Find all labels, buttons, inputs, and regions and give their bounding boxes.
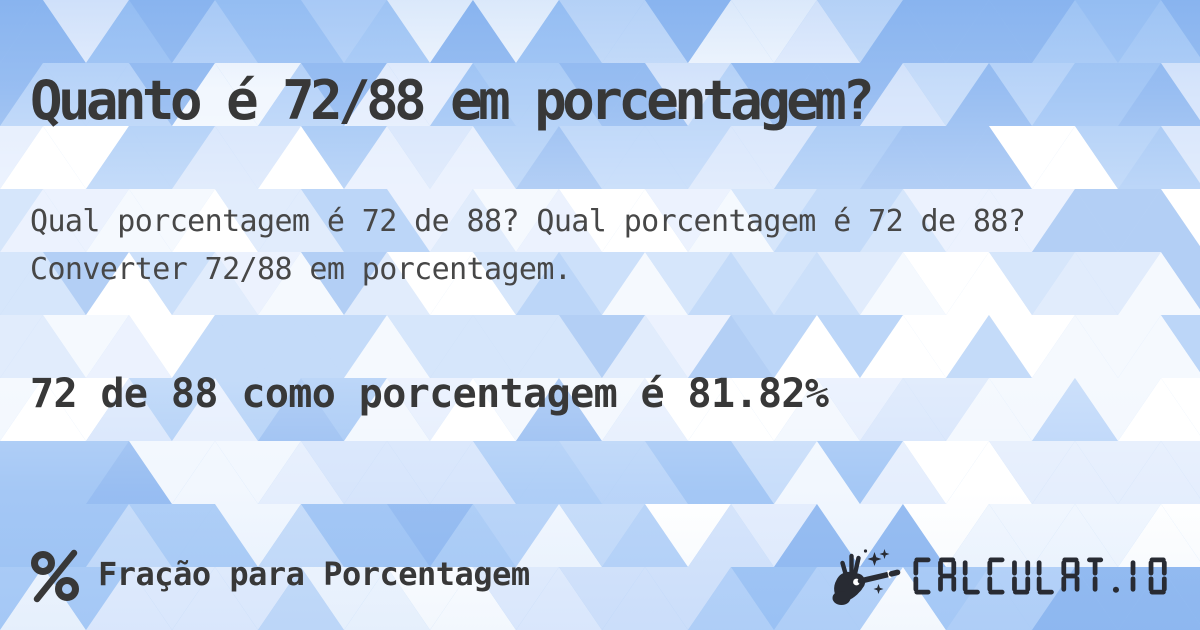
brand-logo [807, 546, 1170, 606]
page-title: Quanto é 72/88 em porcentagem? [30, 69, 875, 133]
answer-heading: 72 de 88 como porcentagem é 81.82% [30, 371, 829, 418]
footer: Fração para Porcentagem [30, 546, 1170, 606]
category-lockup: Fração para Porcentagem [30, 549, 530, 603]
page-description: Qual porcentagem é 72 de 88? Qual porcen… [30, 204, 1026, 287]
percent-icon [31, 549, 79, 603]
hand-magic-wand-icon [832, 549, 901, 605]
brand-wordmark-lcd-text [913, 557, 1167, 595]
category-label: Fração para Porcentagem [98, 555, 530, 593]
